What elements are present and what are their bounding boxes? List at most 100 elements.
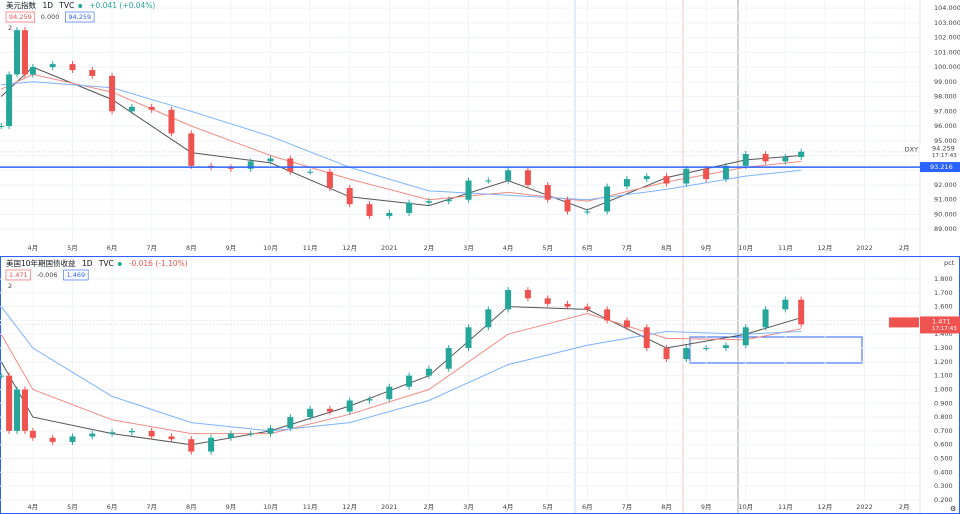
candle (524, 290, 531, 299)
candle (267, 428, 274, 434)
candle (49, 64, 56, 68)
candle (742, 327, 749, 346)
x-tick-label: 4月 (503, 503, 514, 511)
y-tick-label: 0.700 (934, 427, 953, 435)
candle (307, 171, 314, 173)
last-time: 17:17:43 (932, 153, 957, 159)
candle (425, 201, 432, 203)
candle (782, 299, 789, 310)
candle (798, 299, 805, 325)
candle (0, 126, 5, 128)
x-tick-label: 5月 (67, 244, 78, 252)
candle (227, 433, 234, 438)
x-tick-label: 6月 (107, 244, 118, 252)
candle (485, 180, 492, 182)
price-badge (920, 316, 960, 334)
y-tick-label: 0.400 (934, 468, 953, 476)
candle (762, 309, 769, 328)
y-tick-label: 0.200 (934, 496, 953, 504)
y-tick-label: 90.000 (934, 210, 957, 218)
x-tick-label: 6月 (582, 503, 593, 511)
collapse-toggle[interactable]: 2 (8, 282, 12, 290)
header-value: 1.469 (67, 271, 86, 279)
candle (366, 204, 373, 216)
candle (604, 186, 611, 212)
x-tick-label: 9月 (701, 244, 712, 252)
x-tick-label: 2月 (899, 503, 910, 511)
candle (485, 309, 492, 328)
x-tick-label: 7月 (622, 244, 633, 252)
y-tick-label: 0.900 (934, 399, 953, 407)
header-value: -0.006 (37, 271, 58, 279)
x-tick-label: 6月 (107, 503, 118, 511)
candle (742, 154, 749, 166)
header-change: +0.041 (+0.04%) (89, 1, 155, 10)
candle (623, 320, 630, 328)
x-tick-label: 12月 (818, 503, 833, 511)
candle (703, 348, 710, 350)
candle (247, 433, 254, 435)
x-tick-label: 10月 (738, 503, 753, 511)
collapse-toggle[interactable]: 2 (8, 24, 12, 32)
candle (29, 67, 36, 75)
x-tick-label: 7月 (146, 244, 157, 252)
y-tick-label: 92.000 (934, 181, 957, 189)
candle (798, 151, 805, 157)
candle (148, 106, 155, 110)
y-tick-label: 1.700 (934, 289, 953, 297)
x-tick-label: 10月 (263, 503, 278, 511)
value-box (5, 269, 31, 281)
candle (406, 202, 413, 213)
candle (168, 436, 175, 440)
candle (524, 170, 531, 185)
y-tick-label: 1.800 (934, 275, 953, 283)
value-box (5, 11, 36, 23)
candle (564, 303, 571, 307)
candle (663, 348, 670, 360)
header-title: 美国10年期国债收益 (6, 258, 76, 268)
drawn-rectangle[interactable] (689, 336, 863, 364)
header-value: 94.259 (68, 13, 91, 21)
y-tick-label: 96.000 (934, 122, 957, 130)
candle (208, 437, 215, 452)
y-tick-label: 98.000 (934, 93, 957, 101)
last-price: 1.471 (932, 317, 951, 325)
candle (584, 211, 591, 213)
candle (21, 30, 28, 75)
candle (425, 368, 432, 376)
y-tick-label: 100.000 (934, 63, 960, 71)
x-tick-label: 4月 (28, 503, 39, 511)
moving-average (0, 66, 802, 211)
x-tick-label: 2022 (856, 503, 873, 511)
candle (683, 348, 690, 360)
y-tick-label: 1.100 (934, 372, 953, 380)
x-tick-label: 8月 (661, 244, 672, 252)
status-dot (117, 262, 122, 266)
symbol-badge (889, 317, 919, 328)
candle (89, 433, 96, 437)
y-tick-label: 101.000 (934, 48, 960, 56)
candle (564, 199, 571, 212)
y-tick-label: 1.600 (934, 303, 953, 311)
moving-average (0, 306, 802, 432)
x-tick-label: 5月 (542, 244, 553, 252)
header-change: -0.016 (-1.10%) (129, 259, 188, 268)
candle (326, 171, 333, 188)
price-badge (920, 143, 960, 161)
x-tick-label: 3月 (463, 503, 474, 511)
candle (29, 430, 36, 438)
candle (445, 348, 452, 369)
header-title: 美元指数 (6, 0, 36, 10)
candle (544, 184, 551, 200)
x-tick-label: 3月 (463, 244, 474, 252)
x-tick-label: 2月 (424, 503, 435, 511)
candle (544, 298, 551, 304)
x-tick-label: 5月 (542, 503, 553, 511)
candle (267, 158, 274, 162)
x-tick-label: 9月 (701, 503, 712, 511)
x-tick-label: 9月 (226, 503, 237, 511)
x-tick-label: 11月 (778, 244, 793, 252)
last-time: 17:17:43 (932, 326, 957, 332)
settings-icon[interactable]: ⚙ (950, 505, 956, 513)
moving-average (0, 73, 802, 202)
